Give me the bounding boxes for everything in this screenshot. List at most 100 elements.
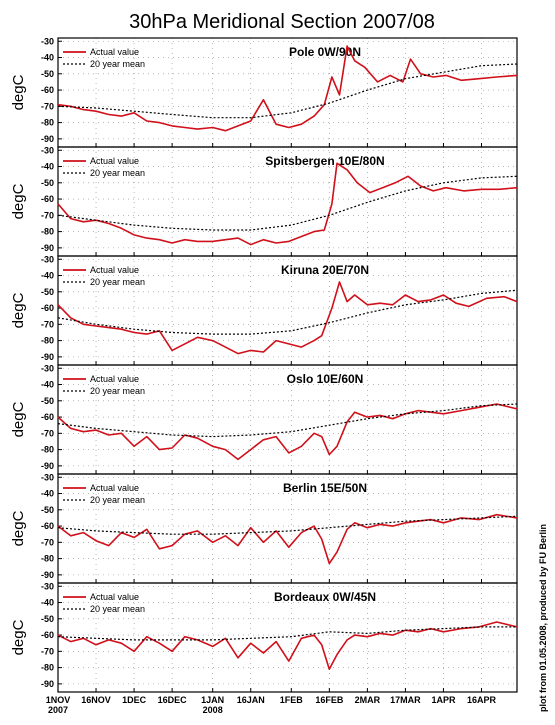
y-axis-label: degC: [10, 401, 27, 437]
y-tick-label: -50: [41, 178, 54, 188]
y-tick-label: -90: [41, 352, 54, 362]
series-line-20-year-mean: [57, 626, 517, 641]
x-tick-label: 1JAN: [201, 695, 224, 705]
y-tick-label: -40: [41, 271, 54, 281]
panel-frame: [57, 582, 518, 693]
figure-credit: plot from 01.05.2008, produced by FU Ber…: [538, 524, 548, 712]
legend-label-mean: 20 year mean: [90, 59, 145, 69]
legend-label-actual: Actual value: [90, 483, 139, 493]
y-tick-label: -30: [41, 363, 54, 373]
y-tick-label: -70: [41, 428, 54, 438]
y-tick-label: -90: [41, 461, 54, 471]
y-tick-label: -40: [41, 53, 54, 63]
x-tick-label: 17MAR: [390, 695, 421, 705]
panel-title: Berlin 15E/50N: [283, 481, 367, 495]
y-tick-label: -70: [41, 319, 54, 329]
y-tick-label: -30: [41, 581, 54, 591]
legend-label-mean: 20 year mean: [90, 277, 145, 287]
y-tick-label: -50: [41, 69, 54, 79]
y-tick-label: -40: [41, 380, 54, 390]
panel-title: Oslo 10E/60N: [287, 372, 364, 386]
x-tick-label: 1FEB: [280, 695, 304, 705]
legend-label-actual: Actual value: [90, 265, 139, 275]
y-axis-label: degC: [10, 183, 27, 219]
panel-6: -30 -40 -50 -60 -70 -80 -90 degC Bordeaux 0W/45N…: [10, 581, 518, 693]
panel-title: Pole 0W/90N: [289, 45, 361, 59]
y-tick-label: -30: [41, 472, 54, 482]
y-tick-label: -80: [41, 445, 54, 455]
series-line-20-year-mean: [57, 403, 518, 438]
y-tick-label: -30: [41, 36, 54, 46]
legend-label-actual: Actual value: [90, 156, 139, 166]
x-tick-label: 2MAR: [355, 695, 381, 705]
panel-title: Bordeaux 0W/45N: [274, 590, 376, 604]
x-tick-label: 1DEC: [122, 695, 147, 705]
legend-label-actual: Actual value: [90, 374, 139, 384]
series-line-actual-value: [57, 162, 518, 246]
y-tick-label: -90: [41, 243, 54, 253]
panels-group: -30 -40 -50 -60 -70 -80 -90 degC Pole 0W/90N Actu…: [10, 36, 518, 693]
y-axis-label: degC: [10, 510, 27, 546]
series-line-actual-value: [57, 403, 518, 461]
panel-4: -30 -40 -50 -60 -70 -80 -90 degC Oslo 10E/60N Act…: [10, 363, 518, 475]
legend-label-mean: 20 year mean: [90, 604, 145, 614]
y-axis-label: degC: [10, 74, 27, 110]
legend-label-actual: Actual value: [90, 47, 139, 57]
x-tick-label: 16JAN: [237, 695, 265, 705]
series-line-actual-value: [57, 45, 518, 132]
y-tick-label: -50: [41, 614, 54, 624]
y-tick-label: -30: [41, 254, 54, 264]
y-tick-label: -90: [41, 570, 54, 580]
legend-label-mean: 20 year mean: [90, 495, 145, 505]
y-axis-label: degC: [10, 619, 27, 655]
y-tick-label: -90: [41, 134, 54, 144]
series-line-actual-value: [57, 621, 518, 670]
x-tick-label: 16FEB: [315, 695, 344, 705]
y-tick-label: -40: [41, 489, 54, 499]
x-tick-label: 1NOV: [46, 695, 71, 705]
x-tick-sublabel: 2008: [203, 705, 223, 715]
y-tick-label: -40: [41, 598, 54, 608]
x-tick-sublabel: 2007: [48, 705, 68, 715]
x-tick-label: 16APR: [467, 695, 497, 705]
panel-3: -30 -40 -50 -60 -70 -80 -90 degC Kiruna 20E/70N A…: [10, 254, 518, 366]
series-line-actual-value: [57, 513, 518, 565]
y-tick-label: -80: [41, 336, 54, 346]
y-tick-label: -80: [41, 227, 54, 237]
series-line-20-year-mean: [57, 289, 518, 335]
legend-label-actual: Actual value: [90, 592, 139, 602]
y-tick-label: -90: [41, 679, 54, 689]
series-line-actual-value: [57, 281, 518, 355]
y-tick-label: -80: [41, 663, 54, 673]
figure-title: 30hPa Meridional Section 2007/08: [129, 11, 435, 33]
y-tick-label: -30: [41, 145, 54, 155]
legend-label-mean: 20 year mean: [90, 386, 145, 396]
panel-1: -30 -40 -50 -60 -70 -80 -90 degC Pole 0W/90N Actu…: [10, 36, 518, 148]
y-tick-label: -60: [41, 412, 54, 422]
panel-title: Spitsbergen 10E/80N: [265, 154, 384, 168]
x-tick-label: 16NOV: [81, 695, 111, 705]
y-axis-label: degC: [10, 292, 27, 328]
y-tick-label: -80: [41, 118, 54, 128]
panel-2: -30 -40 -50 -60 -70 -80 -90 degC Spitsbergen 10E…: [10, 145, 518, 257]
y-tick-label: -60: [41, 630, 54, 640]
y-tick-label: -70: [41, 101, 54, 111]
x-tick-label: 16DEC: [158, 695, 188, 705]
y-tick-label: -60: [41, 194, 54, 204]
series-line-20-year-mean: [57, 63, 518, 119]
series-line-20-year-mean: [57, 175, 518, 231]
y-tick-label: -70: [41, 646, 54, 656]
y-tick-label: -70: [41, 210, 54, 220]
panel-title: Kiruna 20E/70N: [281, 263, 369, 277]
y-tick-label: -50: [41, 287, 54, 297]
y-tick-label: -60: [41, 303, 54, 313]
y-tick-label: -50: [41, 505, 54, 515]
y-tick-label: -60: [41, 521, 54, 531]
y-tick-label: -50: [41, 396, 54, 406]
x-tick-label: 1APR: [431, 695, 456, 705]
panel-5: -30 -40 -50 -60 -70 -80 -90 degC Berlin 15E/50N A…: [10, 472, 518, 584]
series-line-20-year-mean: [57, 515, 518, 535]
legend-label-mean: 20 year mean: [90, 168, 145, 178]
